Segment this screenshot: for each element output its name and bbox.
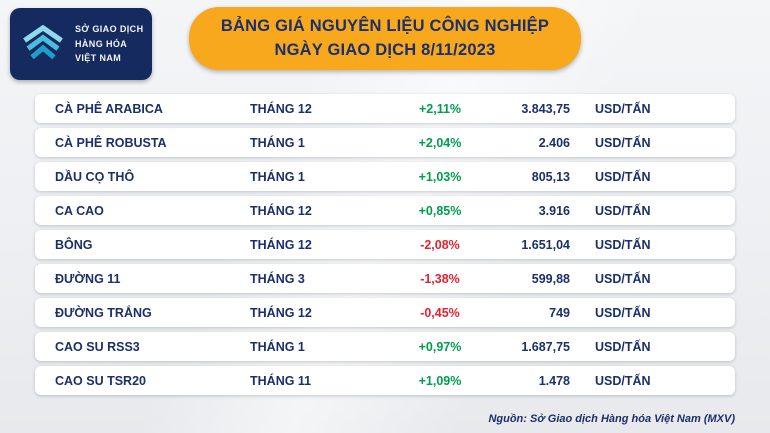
price-unit: USD/TẤN	[595, 237, 651, 252]
table-row: CÀ PHÊ ARABICA THÁNG 12 +2,11% 3.843,75 …	[35, 94, 735, 123]
contract-month: THÁNG 1	[250, 135, 305, 150]
percent-change: +2,11%	[418, 101, 462, 116]
title-banner: BẢNG GIÁ NGUYÊN LIỆU CÔNG NGHIỆP NGÀY GI…	[189, 7, 581, 70]
commodity-name: ĐƯỜNG 11	[55, 271, 121, 286]
logo-line-3: VIỆT NAM	[75, 53, 122, 64]
mxv-diamond-icon	[20, 25, 66, 63]
percent-change: +1,03%	[418, 169, 462, 184]
price-value: 3.843,75	[521, 101, 570, 116]
table-row: ĐƯỜNG TRẮNG THÁNG 12 -0,45% 749 USD/TẤN	[35, 298, 735, 327]
percent-change: -2,08%	[420, 237, 460, 252]
percent-change: -0,45%	[420, 305, 460, 320]
commodity-name: DẦU CỌ THÔ	[55, 169, 135, 184]
price-unit: USD/TẤN	[595, 135, 651, 150]
percent-change: +0,85%	[418, 203, 462, 218]
commodity-name: BÔNG	[55, 237, 93, 252]
price-unit: USD/TẤN	[595, 305, 651, 320]
source-note: Nguồn: Sở Giao dịch Hàng hóa Việt Nam (M…	[488, 413, 735, 425]
contract-month: THÁNG 12	[250, 203, 312, 218]
table-row: ĐƯỜNG 11 THÁNG 3 -1,38% 599,88 USD/TẤN	[35, 264, 735, 293]
table-row: CÀ PHÊ ROBUSTA THÁNG 1 +2,04% 2.406 USD/…	[35, 128, 735, 157]
contract-month: THÁNG 12	[250, 305, 312, 320]
contract-month: THÁNG 3	[250, 271, 305, 286]
price-unit: USD/TẤN	[595, 169, 651, 184]
commodity-name: CA CAO	[55, 203, 104, 218]
percent-change: +1,09%	[418, 373, 462, 388]
table-row: DẦU CỌ THÔ THÁNG 1 +1,03% 805,13 USD/TẤN	[35, 162, 735, 191]
logo-text: SỞ GIAO DỊCH HÀNG HÓA VIỆT NAM	[75, 22, 143, 65]
contract-month: THÁNG 11	[250, 373, 312, 388]
commodity-name: CAO SU RSS3	[55, 339, 140, 354]
contract-month: THÁNG 1	[250, 339, 305, 354]
commodity-name: CAO SU TSR20	[55, 373, 146, 388]
commodity-name: ĐƯỜNG TRẮNG	[55, 305, 152, 320]
price-value: 3.916	[538, 203, 570, 218]
price-unit: USD/TẤN	[595, 373, 651, 388]
price-value: 2.406	[538, 135, 570, 150]
percent-change: +0,97%	[418, 339, 462, 354]
price-unit: USD/TẤN	[595, 203, 651, 218]
price-table: CÀ PHÊ ARABICA THÁNG 12 +2,11% 3.843,75 …	[35, 94, 735, 400]
contract-month: THÁNG 12	[250, 101, 312, 116]
price-value: 1.478	[538, 373, 570, 388]
percent-change: -1,38%	[420, 271, 460, 286]
table-row: BÔNG THÁNG 12 -2,08% 1.651,04 USD/TẤN	[35, 230, 735, 259]
table-row: CAO SU TSR20 THÁNG 11 +1,09% 1.478 USD/T…	[35, 366, 735, 395]
price-value: 599,88	[531, 271, 570, 286]
price-value: 1.687,75	[521, 339, 570, 354]
price-unit: USD/TẤN	[595, 271, 651, 286]
contract-month: THÁNG 12	[250, 237, 312, 252]
page-title: BẢNG GIÁ NGUYÊN LIỆU CÔNG NGHIỆP	[220, 16, 550, 35]
table-row: CA CAO THÁNG 12 +0,85% 3.916 USD/TẤN	[35, 196, 735, 225]
logo-line-1: SỞ GIAO DỊCH	[75, 24, 144, 35]
price-unit: USD/TẤN	[595, 339, 651, 354]
contract-month: THÁNG 1	[250, 169, 305, 184]
price-value: 1.651,04	[521, 237, 570, 252]
commodity-name: CÀ PHÊ ARABICA	[55, 101, 163, 116]
logo-line-2: HÀNG HÓA	[75, 38, 128, 49]
price-unit: USD/TẤN	[595, 101, 651, 116]
page-subtitle: NGÀY GIAO DỊCH 8/11/2023	[274, 40, 496, 59]
mxv-logo: SỞ GIAO DỊCH HÀNG HÓA VIỆT NAM	[10, 8, 152, 80]
commodity-name: CÀ PHÊ ROBUSTA	[55, 135, 167, 150]
price-value: 805,13	[531, 169, 570, 184]
table-row: CAO SU RSS3 THÁNG 1 +0,97% 1.687,75 USD/…	[35, 332, 735, 361]
price-value: 749	[549, 305, 570, 320]
percent-change: +2,04%	[418, 135, 462, 150]
